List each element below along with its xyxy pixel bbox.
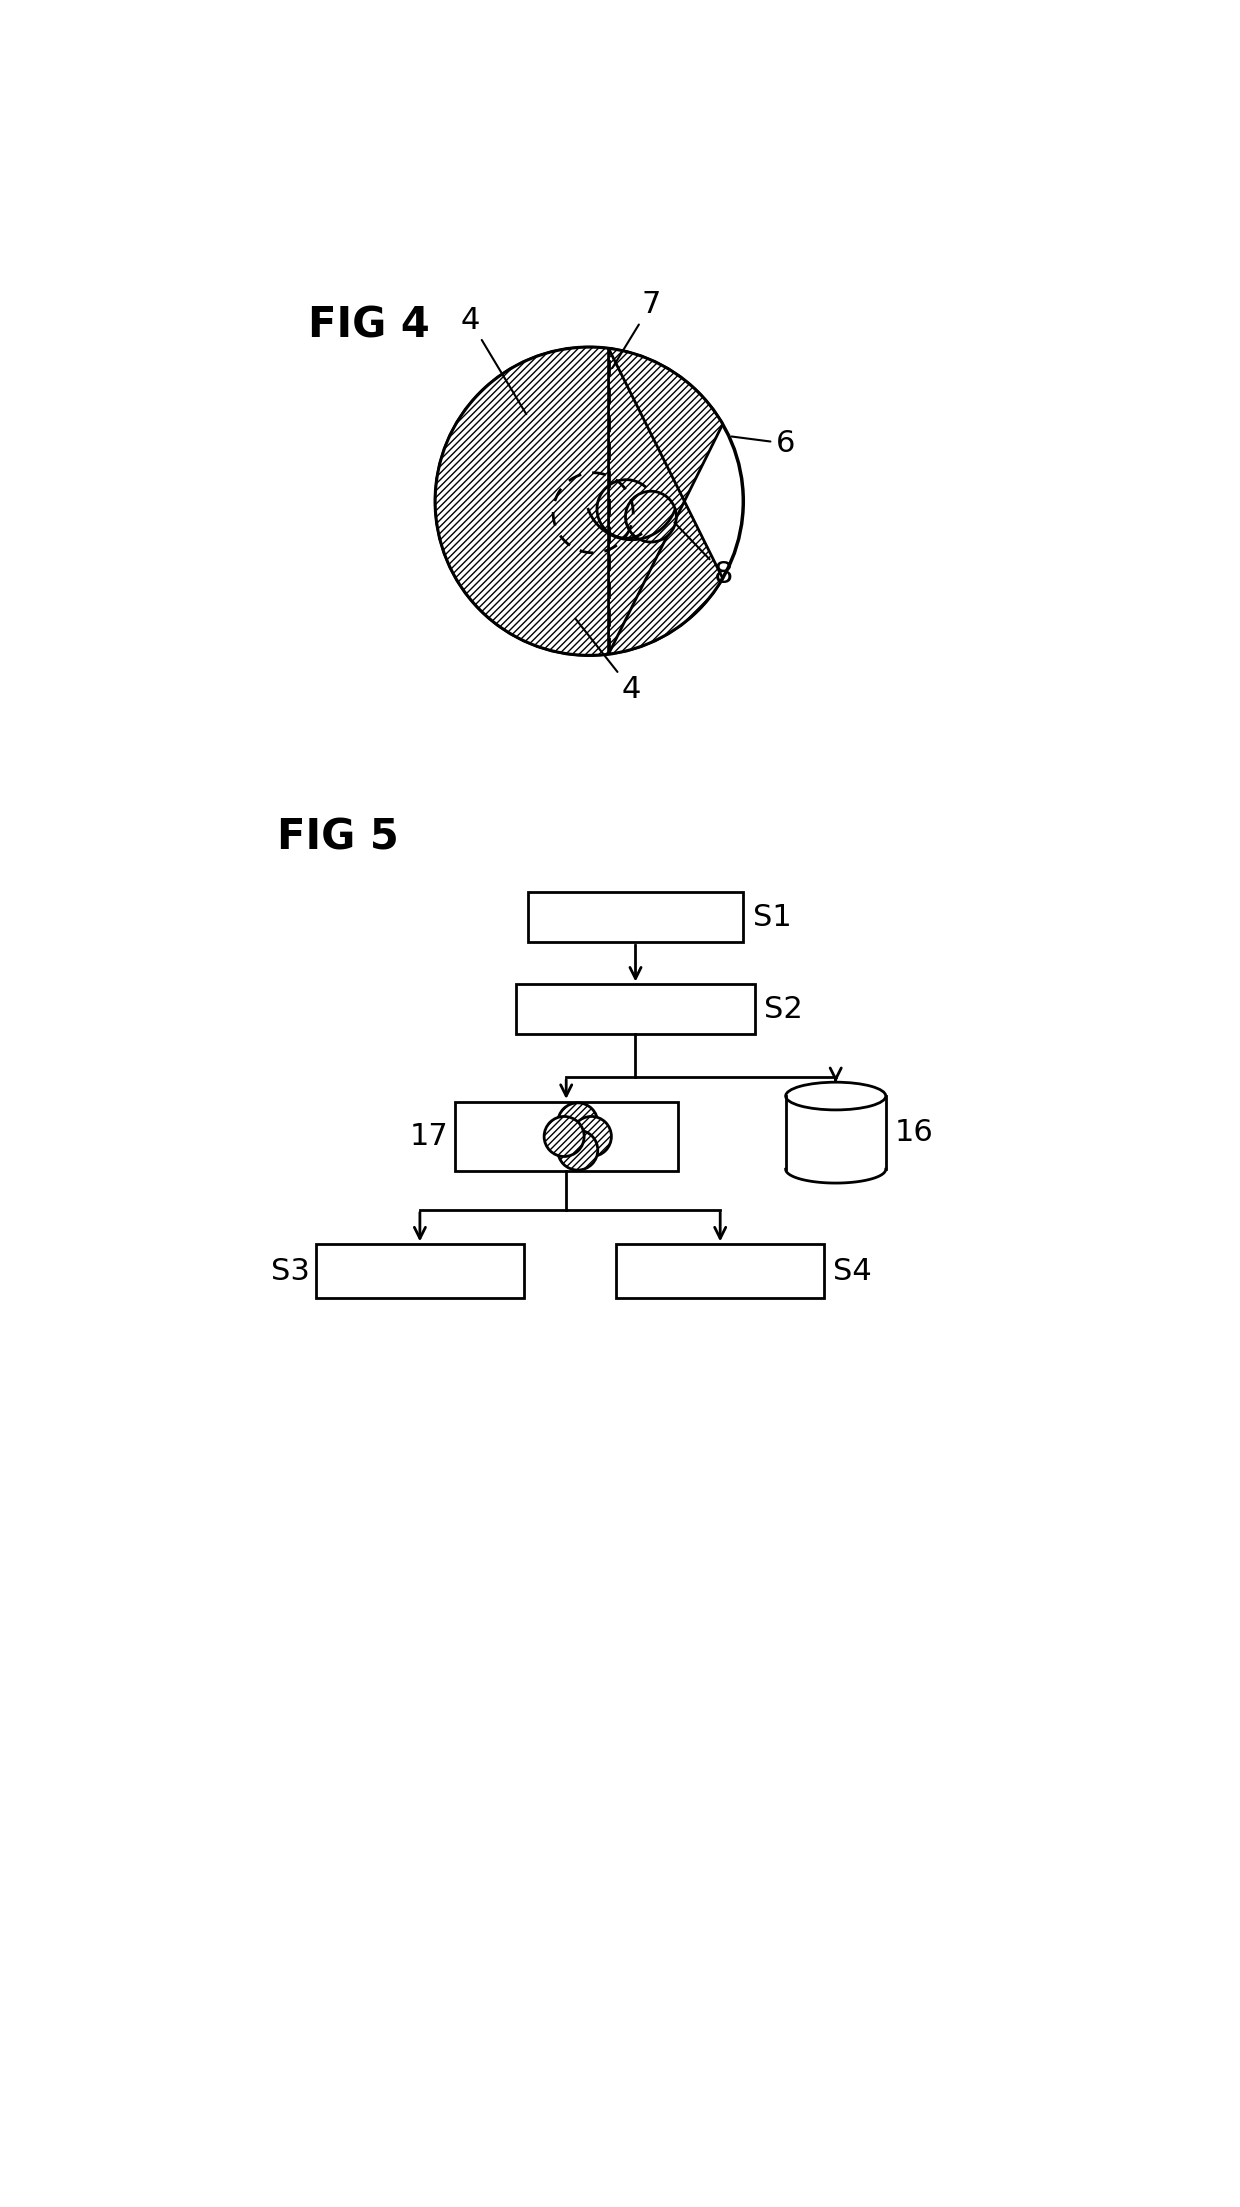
Circle shape	[558, 1130, 598, 1170]
Text: S2: S2	[764, 995, 802, 1024]
Text: S4: S4	[833, 1256, 872, 1287]
Text: S3: S3	[270, 1256, 310, 1287]
Text: 4: 4	[460, 307, 526, 415]
Circle shape	[558, 1104, 598, 1143]
Text: 6: 6	[732, 428, 795, 459]
Text: FIG 5: FIG 5	[278, 817, 399, 859]
Circle shape	[625, 492, 676, 543]
Bar	[616, 1245, 825, 1298]
Polygon shape	[435, 346, 723, 655]
Bar	[316, 1245, 523, 1298]
Bar	[516, 984, 755, 1035]
Text: 16: 16	[895, 1119, 934, 1148]
Bar	[528, 892, 743, 942]
Circle shape	[544, 1117, 584, 1156]
Ellipse shape	[786, 1081, 885, 1110]
Text: 7: 7	[613, 291, 661, 369]
Text: S1: S1	[753, 903, 791, 931]
Text: 17: 17	[409, 1121, 449, 1152]
Text: 8: 8	[675, 523, 734, 589]
Circle shape	[572, 1117, 611, 1156]
Text: 4: 4	[575, 618, 641, 704]
Bar	[455, 1101, 678, 1172]
Text: FIG 4: FIG 4	[309, 305, 430, 346]
